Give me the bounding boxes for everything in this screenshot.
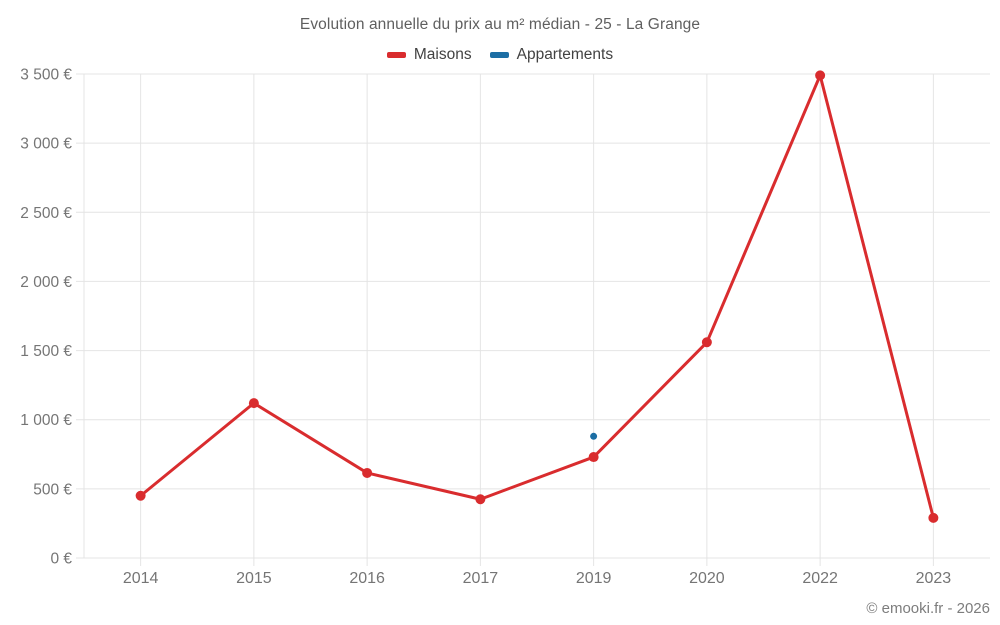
legend-item-maisons: Maisons	[386, 46, 472, 64]
maisons-series-swatch-icon	[386, 52, 406, 58]
y-axis-tick-label: 3 000 €	[20, 136, 72, 153]
data-point-maisons[interactable]	[248, 398, 259, 409]
x-axis-tick-label: 2017	[463, 570, 499, 587]
x-axis-tick-label: 2020	[689, 570, 725, 587]
data-point-maisons[interactable]	[475, 494, 486, 505]
legend-label-appartements: Appartements	[516, 46, 614, 63]
legend-item-appartements: Appartements	[489, 46, 614, 64]
legend-label-maisons: Maisons	[413, 46, 472, 63]
y-axis-tick-label: 2 500 €	[20, 205, 72, 222]
y-axis-tick-label: 2 000 €	[20, 274, 72, 291]
y-axis-tick-label: 0 €	[50, 551, 72, 568]
data-point-maisons[interactable]	[135, 490, 146, 501]
appartements-series-swatch-icon	[489, 52, 509, 58]
series-line-maisons	[139, 73, 935, 520]
data-point-maisons[interactable]	[588, 452, 599, 463]
x-axis-tick-label: 2022	[802, 570, 838, 587]
y-axis-tick-label: 1 500 €	[20, 343, 72, 360]
x-axis-tick-label: 2015	[236, 570, 272, 587]
data-point-maisons[interactable]	[362, 467, 373, 478]
data-point-maisons[interactable]	[701, 337, 712, 348]
x-axis-tick-label: 2023	[916, 570, 952, 587]
data-point-maisons[interactable]	[928, 512, 939, 523]
x-axis-tick-label: 2014	[123, 570, 159, 587]
x-axis-tick-label: 2016	[349, 570, 385, 587]
x-axis-tick-label: 2019	[576, 570, 612, 587]
y-axis-tick-label: 3 500 €	[20, 67, 72, 84]
chart-legend: Maisons Appartements	[0, 46, 1000, 64]
footer-credit: © emooki.fr - 2026	[866, 600, 990, 617]
data-point-maisons[interactable]	[815, 70, 826, 81]
data-point-appartements[interactable]	[590, 432, 598, 440]
y-axis-tick-label: 500 €	[33, 481, 72, 498]
chart-title: Evolution annuelle du prix au m² médian …	[299, 16, 701, 33]
y-axis-tick-label: 1 000 €	[20, 412, 72, 429]
